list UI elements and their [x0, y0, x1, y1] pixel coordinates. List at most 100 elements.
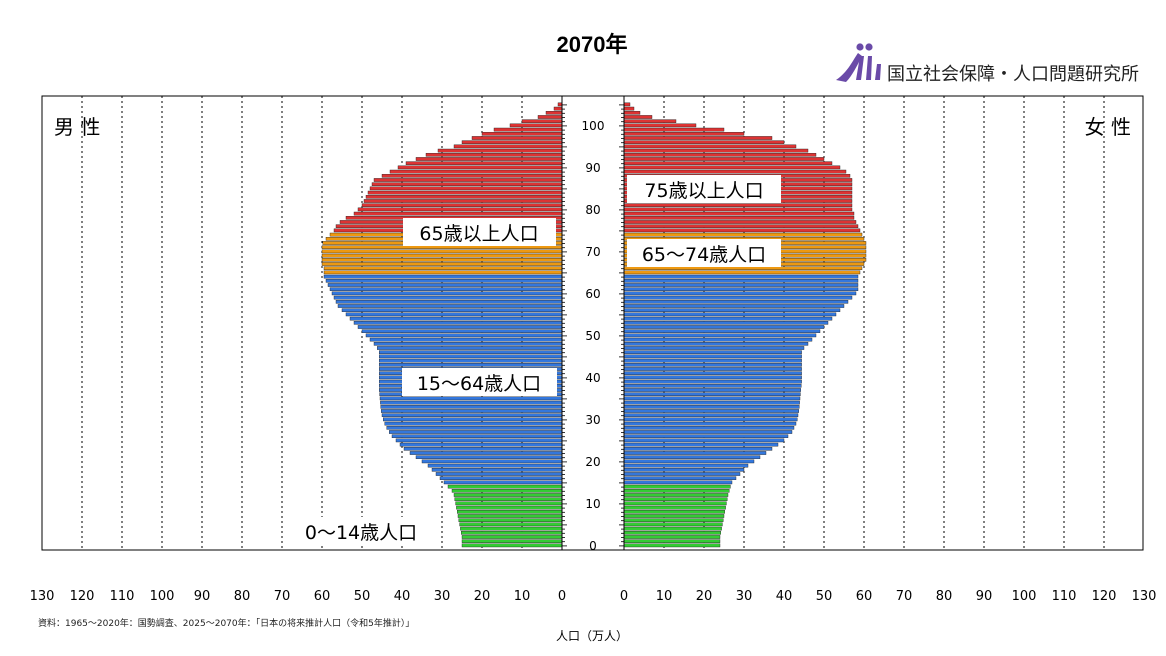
male-bar	[461, 539, 563, 543]
x-tick-label: 70	[896, 589, 913, 604]
institute-logo: 国立社会保障・人口問題研究所	[836, 43, 1139, 85]
female-bar	[623, 157, 825, 161]
x-tick-label: 60	[314, 589, 331, 604]
female-bar	[623, 325, 825, 329]
female-bar	[623, 127, 725, 132]
age-tick-label: 50	[585, 329, 600, 343]
label-0-14: 0〜14歳人口	[289, 517, 434, 545]
male-bar	[403, 447, 563, 451]
female-bar	[623, 228, 861, 233]
female-bar	[623, 371, 802, 376]
x-tick-label: 80	[936, 589, 953, 604]
female-bar	[623, 526, 722, 531]
male-bar	[443, 480, 563, 485]
female-bar	[623, 215, 855, 220]
female-bar	[623, 363, 802, 367]
female-bar	[623, 459, 755, 464]
source-note: 資料：1965〜2020年：国勢調査、2025〜2070年：「日本の将来推計人口…	[38, 617, 414, 629]
female-bar	[623, 468, 745, 472]
age-tick-label: 100	[582, 119, 605, 133]
x-tick-label: 120	[70, 589, 95, 604]
x-tick-label: 110	[110, 589, 135, 604]
male-bar	[321, 262, 563, 266]
age-tick-label: 10	[585, 497, 600, 511]
male-bar	[457, 514, 563, 518]
female-bar	[623, 484, 731, 489]
male-bar	[553, 106, 563, 111]
male-bar	[456, 505, 563, 510]
female-bar	[623, 493, 729, 497]
x-tick-label: 70	[274, 589, 291, 604]
male-bar	[384, 421, 563, 426]
female-bar	[623, 279, 859, 283]
x-tick-label: 30	[434, 589, 451, 604]
female-bar	[623, 442, 779, 447]
female-bar	[623, 451, 767, 455]
male-bar	[455, 501, 563, 506]
female-bar	[623, 308, 841, 313]
female-bar	[623, 316, 833, 321]
female-bar	[623, 501, 727, 506]
male-bar	[439, 476, 563, 481]
female-bar	[623, 388, 802, 392]
male-bar	[333, 295, 563, 300]
male-bar	[451, 489, 563, 493]
female-bar	[623, 342, 809, 346]
male-bar	[365, 333, 563, 338]
male-bar	[361, 329, 563, 334]
x-tick-label: 10	[656, 589, 673, 604]
male-bar	[386, 426, 563, 430]
female-bar	[623, 505, 726, 510]
female-bar	[623, 321, 829, 325]
female-bar	[623, 447, 773, 451]
male-bar	[371, 182, 563, 187]
male-bar	[383, 417, 563, 422]
institute-name: 国立社会保障・人口問題研究所	[887, 64, 1139, 85]
female-bar	[623, 438, 785, 443]
age-tick-label: 20	[585, 455, 600, 469]
female-bar	[623, 140, 785, 145]
age-tick-label: 40	[585, 371, 600, 385]
svg-text:0〜14歳人口: 0〜14歳人口	[305, 522, 417, 544]
age-tick-label: 80	[585, 203, 600, 217]
female-bar	[623, 539, 721, 543]
male-bar	[431, 468, 563, 472]
male-bar	[493, 127, 563, 132]
male-bar	[471, 136, 563, 140]
svg-text:75歳以上人口: 75歳以上人口	[644, 180, 763, 202]
female-bar	[623, 392, 801, 397]
male-bar	[327, 283, 563, 287]
chart-title: 2070年	[557, 32, 628, 57]
female-bar	[623, 291, 857, 296]
label-75-plus: 75歳以上人口	[627, 175, 781, 203]
x-tick-label: 90	[976, 589, 993, 604]
female-bar	[623, 106, 635, 111]
male-bar	[481, 131, 563, 136]
male-bar	[557, 102, 563, 107]
female-bar	[623, 400, 800, 405]
x-tick-label: 0	[558, 589, 566, 604]
female-bar	[623, 123, 697, 128]
age-axis: 0 10 20 30 40 50 60 70 80 90 100	[561, 96, 625, 553]
female-bar	[623, 375, 802, 380]
male-bar	[509, 123, 563, 128]
x-tick-label: 20	[696, 589, 713, 604]
x-tick-label: 50	[354, 589, 371, 604]
male-bar	[377, 346, 563, 350]
female-bar	[623, 514, 725, 518]
svg-text:15〜64歳人口: 15〜64歳人口	[417, 373, 541, 395]
male-bar	[380, 400, 563, 405]
x-tick-label: 30	[736, 589, 753, 604]
female-bar	[623, 110, 641, 115]
male-bar	[373, 342, 563, 346]
female-bar	[623, 472, 741, 476]
female-bar	[623, 220, 857, 224]
female-bar	[623, 136, 773, 140]
male-bar	[367, 190, 563, 195]
female-bar	[623, 489, 730, 493]
male-bar	[454, 497, 563, 502]
male-bar	[345, 312, 563, 317]
male-bar	[353, 211, 563, 216]
male-bar	[363, 199, 563, 203]
male-bar	[461, 140, 563, 145]
